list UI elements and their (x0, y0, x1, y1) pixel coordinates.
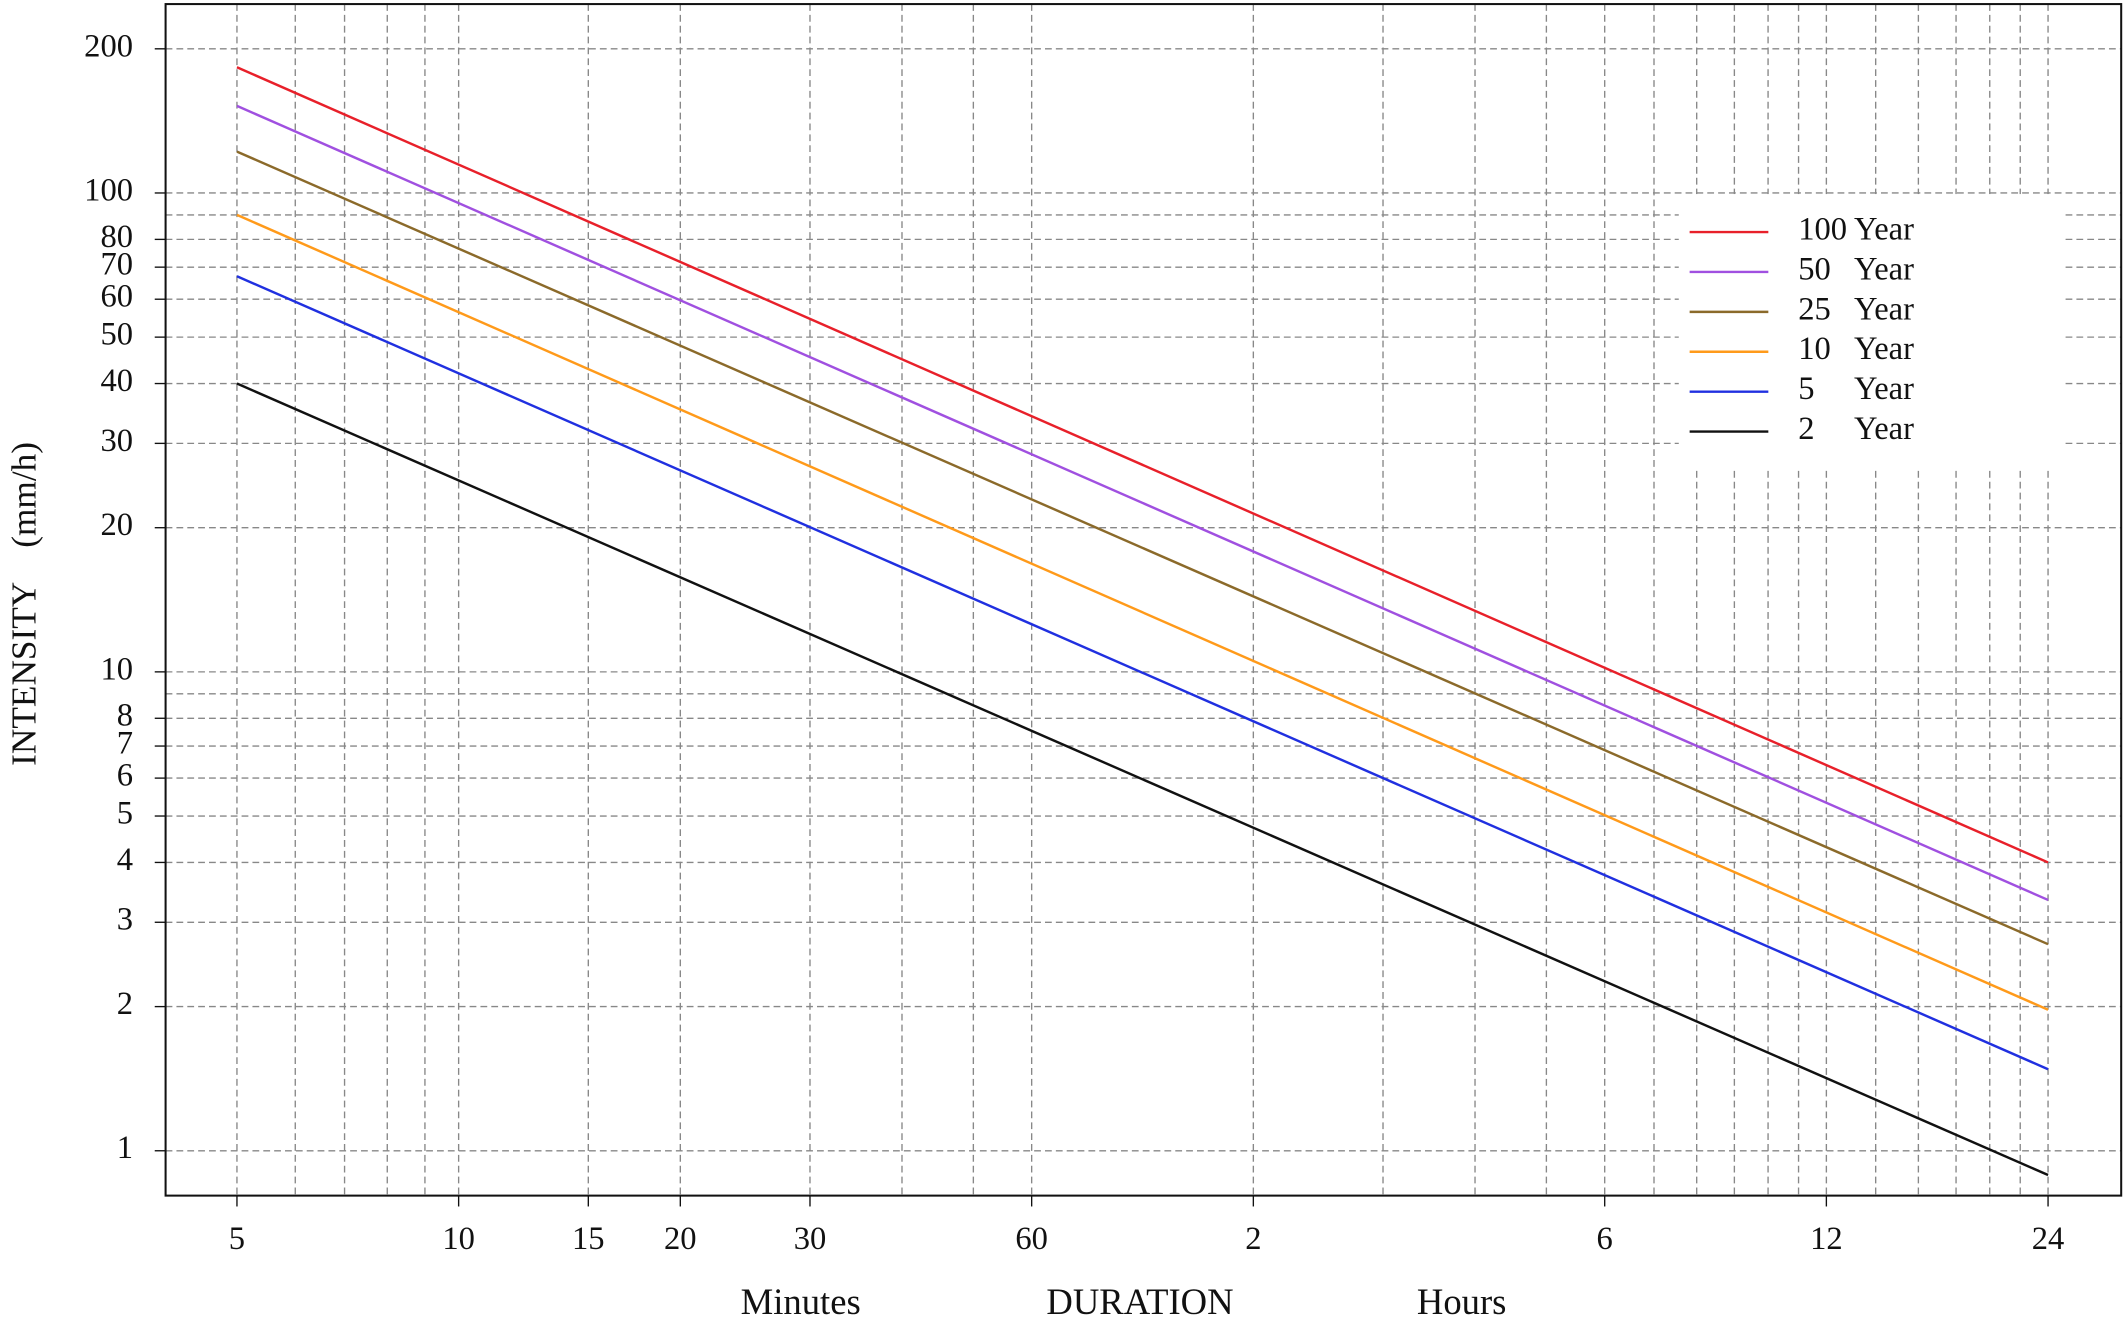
y-axis-label: INTENSITY (mm/h) (4, 442, 43, 766)
y-tick-label: 5 (117, 795, 133, 831)
y-tick-label: 200 (84, 28, 133, 64)
x-tick-label: 2 (1245, 1221, 1261, 1257)
x-tick-label: 60 (1015, 1221, 1048, 1257)
y-tick-label: 6 (117, 758, 133, 794)
legend-label: 100 Year (1798, 212, 1914, 248)
y-tick-label: 80 (100, 219, 133, 255)
x-axis-label: DURATION (1046, 1281, 1233, 1322)
x-tick-label: 15 (572, 1221, 605, 1257)
series-line (236, 275, 2049, 1071)
y-tick-label: 3 (117, 902, 133, 938)
series-line (236, 150, 2049, 946)
legend-box (1678, 194, 2066, 469)
plot-frame (164, 3, 2123, 1197)
y-tick-label: 1 (117, 1130, 133, 1166)
y-tick-label: 8 (117, 698, 133, 734)
x-tick-label: 6 (1597, 1221, 1613, 1257)
x-tick-label: 30 (794, 1221, 827, 1257)
y-tick-label: 10 (100, 651, 133, 687)
legend-label: 10 Year (1798, 331, 1914, 367)
y-tick-label: 100 (84, 172, 133, 208)
annotation: Minutes (741, 1281, 861, 1322)
series-line (236, 382, 2049, 1177)
y-tick-label: 2 (117, 986, 133, 1022)
x-tick-label: 10 (442, 1221, 475, 1257)
y-tick-label: 30 (100, 423, 133, 459)
x-tick-label: 24 (2032, 1221, 2065, 1257)
y-tick-label: 20 (100, 507, 133, 543)
series-line (236, 66, 2049, 864)
legend-label: 5 Year (1798, 371, 1914, 407)
legend-label: 2 Year (1798, 411, 1914, 447)
series-line (236, 213, 2049, 1011)
x-tick-label: 5 (229, 1221, 245, 1257)
y-tick-label: 4 (117, 842, 133, 878)
legend-label: 25 Year (1798, 291, 1914, 327)
y-tick-label: 70 (100, 247, 133, 283)
x-tick-label: 12 (1810, 1221, 1843, 1257)
y-tick-label: 7 (117, 726, 133, 762)
annotation: Hours (1417, 1281, 1507, 1322)
y-tick-label: 60 (100, 279, 133, 315)
y-tick-label: 50 (100, 317, 133, 353)
y-tick-label: 40 (100, 363, 133, 399)
x-tick-label: 20 (664, 1221, 697, 1257)
legend-label: 50 Year (1798, 251, 1914, 287)
series-line (236, 104, 2049, 902)
